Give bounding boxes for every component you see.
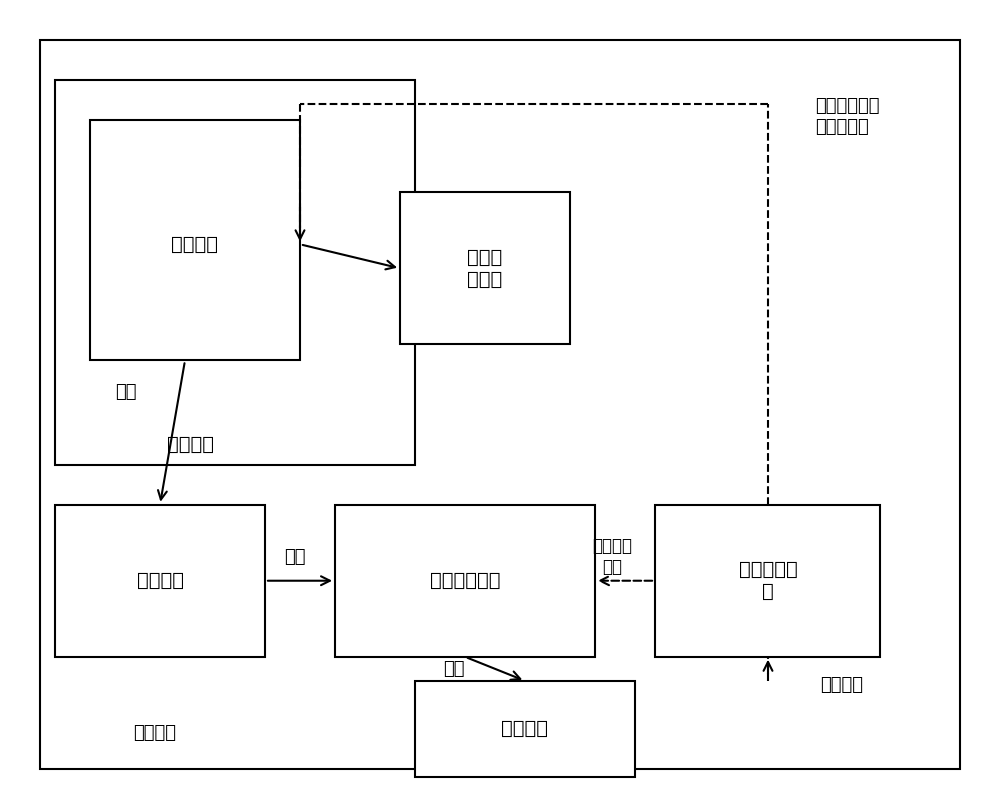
- Text: 卡顿信
息文件: 卡顿信 息文件: [467, 248, 503, 289]
- Bar: [415, 681, 635, 777]
- Text: 绘制: 绘制: [115, 384, 136, 401]
- Text: 显示模块: 显示模块: [502, 719, 548, 739]
- Text: 表层着色的垂
直同步信号: 表层着色的垂 直同步信号: [815, 97, 880, 135]
- Bar: [335, 505, 595, 657]
- Text: 显示: 显示: [444, 660, 465, 678]
- Text: 同步信号: 同步信号: [820, 676, 863, 694]
- Text: 音乐应用: 音乐应用: [166, 435, 214, 454]
- Bar: [655, 505, 880, 657]
- Text: 舞动模块: 舞动模块: [172, 235, 218, 254]
- Text: 表层缓存: 表层缓存: [136, 571, 184, 590]
- Bar: [55, 505, 265, 657]
- Text: 终端设备: 终端设备: [134, 724, 176, 742]
- Text: 显示信号模
块: 显示信号模 块: [739, 560, 797, 602]
- Text: 垂直同步
信号: 垂直同步 信号: [592, 537, 632, 576]
- Bar: [400, 192, 570, 344]
- Bar: [55, 80, 415, 465]
- Text: 表层着色模块: 表层着色模块: [430, 571, 500, 590]
- Bar: [90, 120, 300, 360]
- Text: 渲染: 渲染: [284, 548, 306, 566]
